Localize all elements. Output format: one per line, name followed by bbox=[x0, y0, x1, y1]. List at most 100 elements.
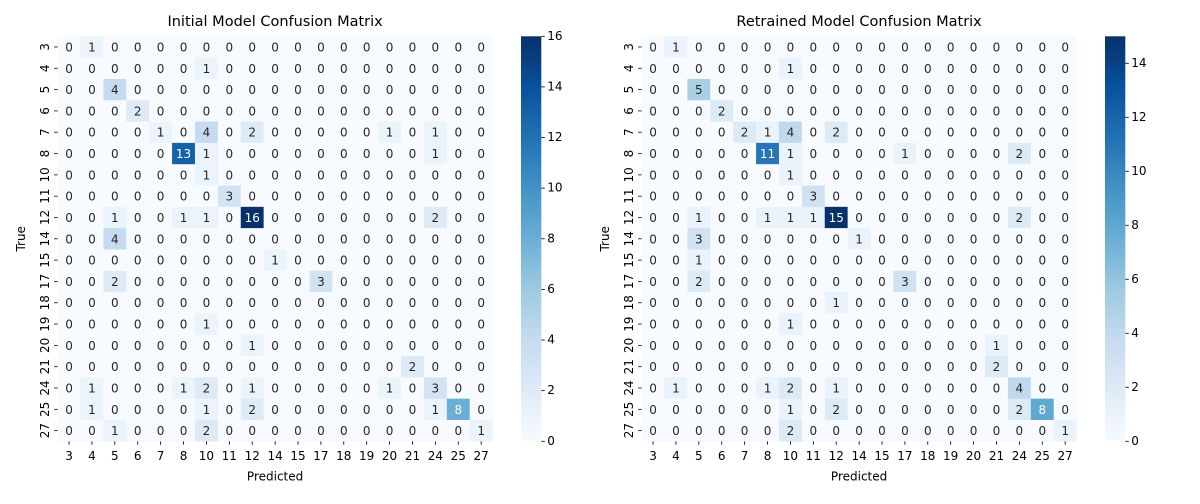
heatmap-cell bbox=[446, 100, 471, 122]
cell-label: 0 bbox=[878, 126, 886, 140]
heatmap-cell bbox=[664, 206, 688, 229]
heatmap-cell bbox=[469, 313, 493, 336]
heatmap-cell bbox=[172, 78, 196, 101]
heatmap-cell bbox=[824, 377, 848, 399]
cell-label: 0 bbox=[764, 296, 772, 310]
heatmap-cell bbox=[1053, 356, 1077, 378]
heatmap-cell bbox=[57, 398, 81, 421]
cell-label: 0 bbox=[111, 339, 119, 353]
cell-label: 0 bbox=[1061, 275, 1069, 289]
heatmap-cell bbox=[641, 313, 665, 336]
heatmap-cell bbox=[756, 36, 780, 58]
heatmap-cell bbox=[664, 292, 688, 314]
heatmap-cell bbox=[778, 270, 803, 293]
heatmap-cell bbox=[801, 249, 826, 272]
heatmap-cell bbox=[756, 334, 780, 357]
cell-label: 0 bbox=[134, 382, 142, 396]
heatmap-cell bbox=[1053, 270, 1077, 293]
heatmap-cell bbox=[1030, 419, 1055, 442]
y-tick-label: 24 bbox=[622, 380, 636, 395]
cell-label: 0 bbox=[649, 254, 657, 268]
heatmap-cell bbox=[309, 57, 333, 80]
heatmap-cell bbox=[332, 313, 356, 336]
heatmap-cell bbox=[641, 121, 665, 144]
heatmap-cell bbox=[80, 121, 104, 144]
cell-label: 0 bbox=[672, 403, 680, 417]
heatmap-cell bbox=[641, 164, 665, 186]
colorbar-tick-label: 8 bbox=[547, 231, 555, 245]
heatmap-cell bbox=[870, 270, 894, 293]
cell-label: 0 bbox=[809, 62, 817, 76]
heatmap-cell bbox=[824, 121, 848, 144]
cell-label: 0 bbox=[787, 360, 795, 374]
heatmap-cell bbox=[126, 121, 150, 144]
y-tick-label: 8 bbox=[622, 150, 636, 158]
heatmap-cell bbox=[870, 249, 894, 272]
cell-label: 0 bbox=[901, 318, 909, 332]
cell-label: 0 bbox=[432, 254, 440, 268]
cell-label: 0 bbox=[947, 360, 955, 374]
y-tick-label: 8 bbox=[38, 150, 52, 158]
cell-label: 0 bbox=[649, 318, 657, 332]
cell-label: 0 bbox=[993, 104, 1001, 118]
heatmap-cell bbox=[824, 100, 848, 122]
cell-label: 0 bbox=[134, 424, 142, 438]
cell-label: 0 bbox=[924, 318, 932, 332]
cell-label: 0 bbox=[924, 360, 932, 374]
heatmap-cell bbox=[824, 228, 848, 250]
cell-label: 0 bbox=[294, 168, 302, 182]
heatmap-cell bbox=[240, 36, 264, 58]
heatmap-cell bbox=[756, 142, 780, 165]
heatmap-cell bbox=[172, 419, 196, 442]
cell-label: 3 bbox=[432, 382, 440, 396]
cell-label: 0 bbox=[718, 83, 726, 97]
cell-label: 0 bbox=[947, 232, 955, 246]
heatmap-cell bbox=[217, 78, 242, 101]
heatmap-cell bbox=[401, 121, 425, 144]
cell-label: 0 bbox=[65, 62, 73, 76]
heatmap-cell bbox=[756, 78, 780, 101]
cell-label: 0 bbox=[134, 275, 142, 289]
cell-label: 0 bbox=[924, 190, 932, 204]
heatmap-cell bbox=[217, 206, 242, 229]
x-tick-label: 15 bbox=[874, 449, 889, 463]
heatmap-cell bbox=[1030, 334, 1055, 357]
cell-label: 2 bbox=[695, 275, 703, 289]
cell-label: 0 bbox=[695, 318, 703, 332]
cell-label: 0 bbox=[65, 296, 73, 310]
cell-label: 0 bbox=[88, 232, 96, 246]
cell-label: 0 bbox=[832, 168, 840, 182]
cell-label: 0 bbox=[386, 296, 394, 310]
heatmap-cell bbox=[401, 206, 425, 229]
y-tick-label: 19 bbox=[38, 316, 52, 331]
x-tick-label: 21 bbox=[405, 449, 420, 463]
cell-label: 1 bbox=[203, 147, 211, 161]
cell-label: 0 bbox=[409, 147, 417, 161]
cell-label: 0 bbox=[1061, 190, 1069, 204]
heatmap-cell bbox=[756, 228, 780, 250]
colorbar-tick-label: 4 bbox=[1131, 326, 1139, 340]
cell-label: 0 bbox=[225, 232, 233, 246]
heatmap-cell bbox=[1030, 164, 1055, 186]
heatmap-cell bbox=[469, 356, 493, 378]
cell-label: 0 bbox=[409, 318, 417, 332]
cell-label: 0 bbox=[157, 254, 165, 268]
x-tick-label: 24 bbox=[428, 449, 443, 463]
cell-label: 0 bbox=[340, 424, 348, 438]
cell-label: 0 bbox=[203, 296, 211, 310]
cell-label: 0 bbox=[477, 190, 485, 204]
cell-label: 0 bbox=[180, 318, 188, 332]
heatmap-cell bbox=[1053, 313, 1077, 336]
heatmap-cell bbox=[286, 36, 310, 58]
cell-label: 0 bbox=[855, 275, 863, 289]
cell-label: 0 bbox=[454, 168, 462, 182]
cell-label: 1 bbox=[271, 254, 279, 268]
cell-label: 0 bbox=[787, 104, 795, 118]
heatmap-cell bbox=[801, 377, 826, 399]
heatmap-cell bbox=[664, 185, 688, 208]
cell-label: 0 bbox=[832, 232, 840, 246]
cell-label: 0 bbox=[477, 83, 485, 97]
cell-label: 0 bbox=[363, 296, 371, 310]
heatmap-cell bbox=[126, 185, 150, 208]
heatmap-cell bbox=[733, 398, 757, 421]
